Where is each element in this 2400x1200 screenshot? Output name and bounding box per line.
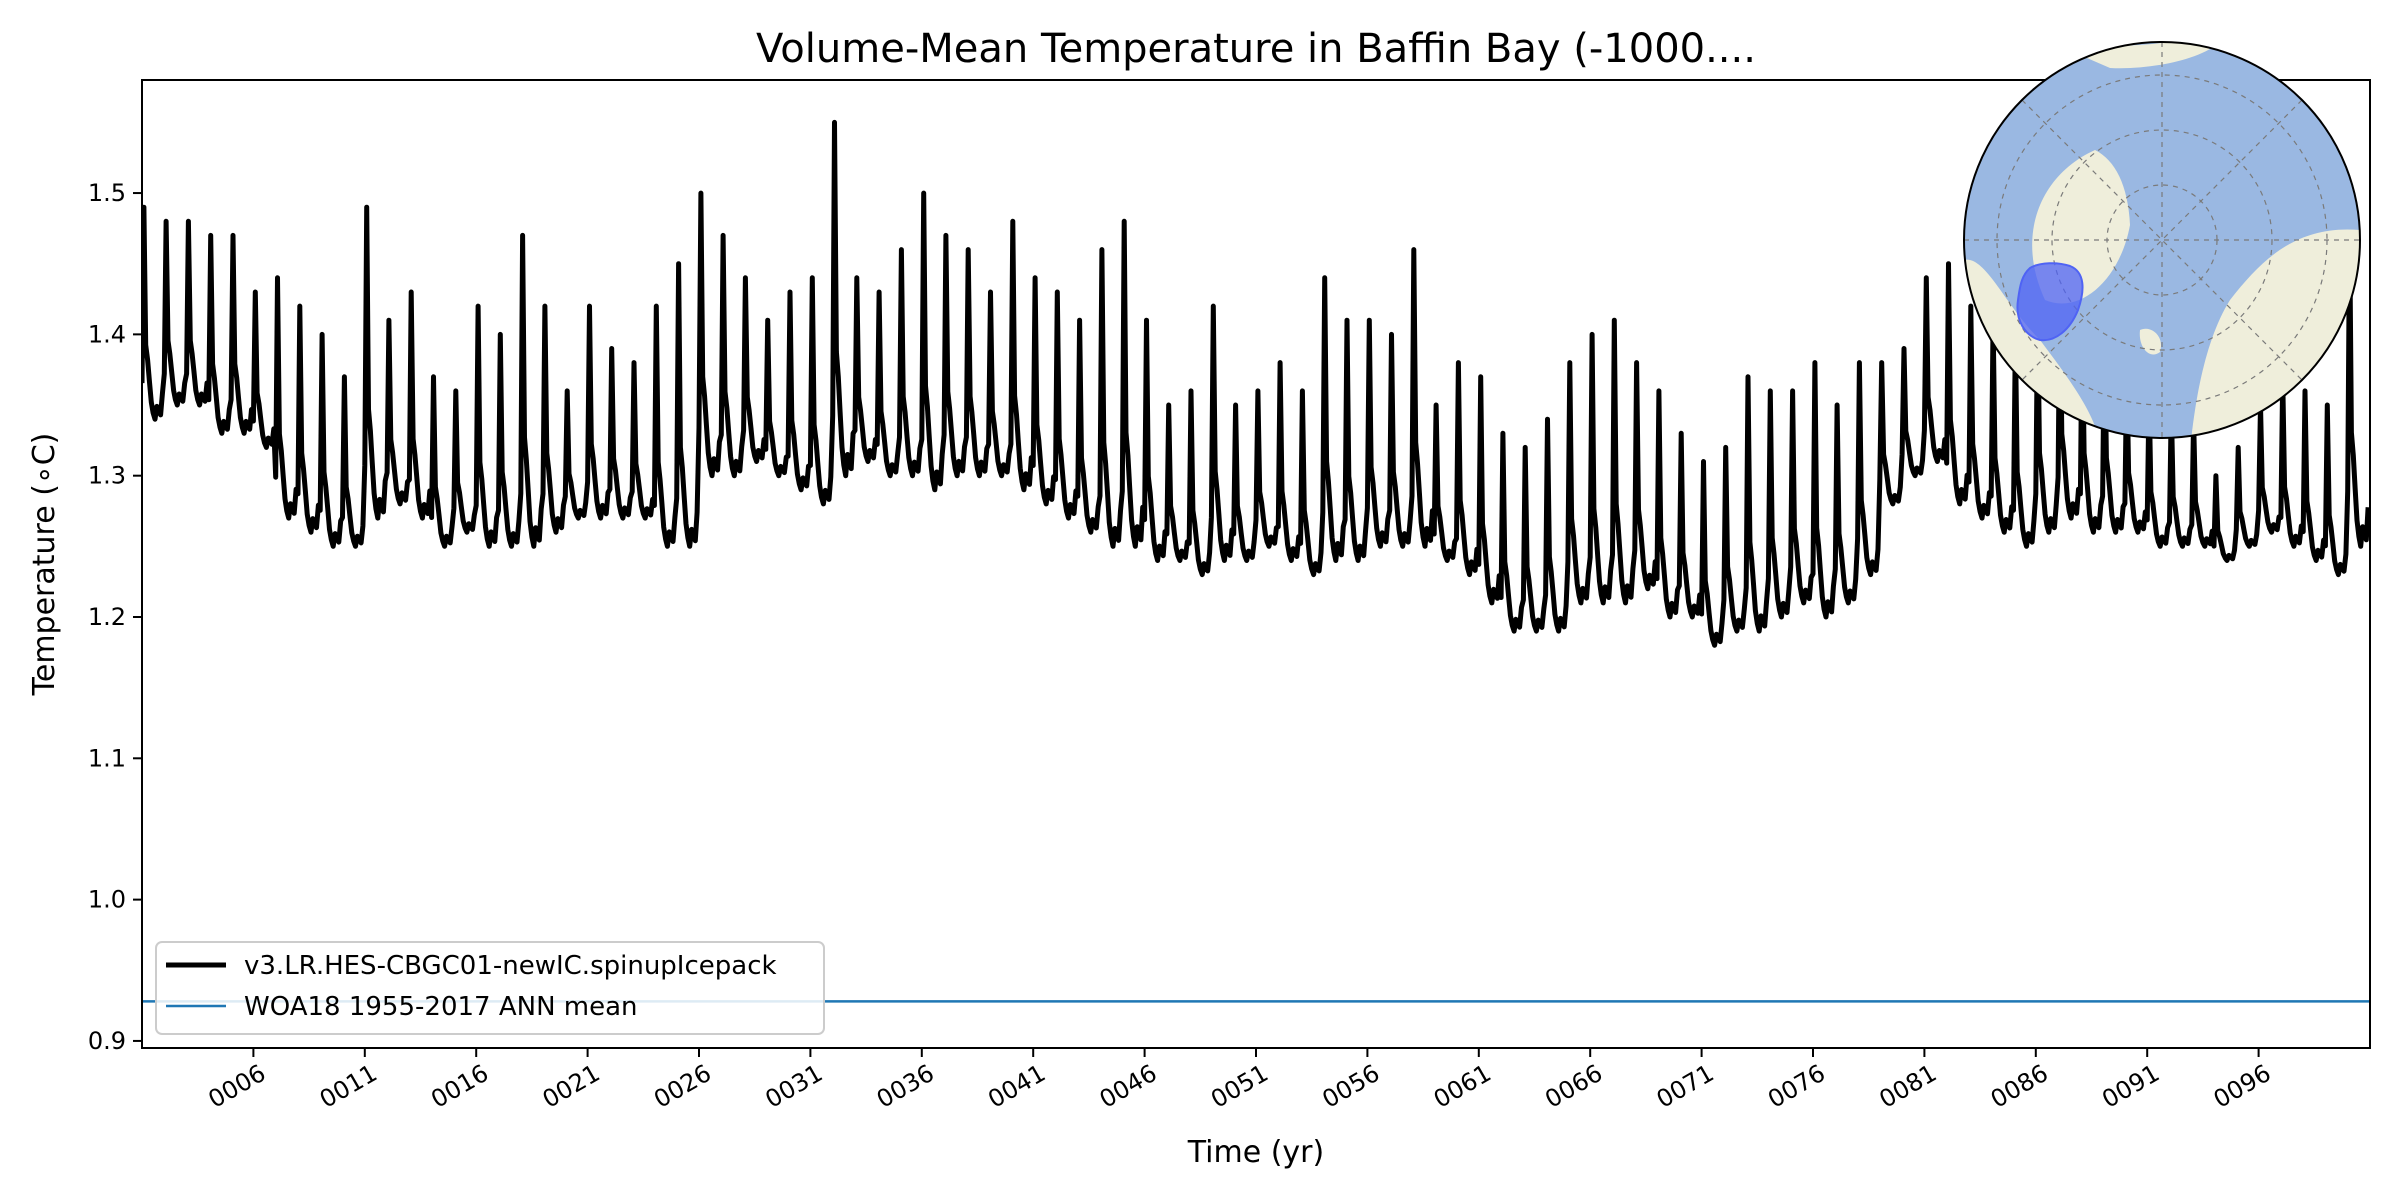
y-tick-label: 0.9 xyxy=(88,1027,126,1055)
inset-graticule xyxy=(1964,42,2360,438)
y-tick-label: 1.5 xyxy=(88,179,126,207)
legend-box xyxy=(155,941,825,1035)
main-series-group xyxy=(142,119,2370,648)
y-axis-label: Temperature (∘C) xyxy=(27,433,62,697)
y-tick-label: 1.0 xyxy=(88,886,126,914)
x-tick-label: 0056 xyxy=(1318,1059,1385,1114)
x-tick-label: 0091 xyxy=(2097,1059,2164,1114)
legend: v3.LR.HES-CBGC01-newIC.spinupIcepack WOA… xyxy=(155,941,825,1035)
x-tick-label: 0021 xyxy=(538,1059,605,1114)
x-tick-label: 0041 xyxy=(983,1059,1050,1114)
x-tick-label: 0026 xyxy=(649,1059,716,1114)
legend-label-model: v3.LR.HES-CBGC01-newIC.spinupIcepack xyxy=(244,951,777,981)
x-tick-label: 0036 xyxy=(872,1059,939,1114)
x-tick-label: 0096 xyxy=(2209,1059,2276,1114)
x-tick-label: 0016 xyxy=(426,1059,493,1114)
x-tick-label: 0011 xyxy=(315,1059,382,1114)
x-axis: 0006 0011 0016 0021 0026 0031 0036 0041 0046 0051… xyxy=(204,1048,2276,1114)
x-tick-label: 0081 xyxy=(1875,1059,1942,1114)
y-tick-label: 1.2 xyxy=(88,603,126,631)
inset-land-europe-west xyxy=(2139,328,2161,355)
x-tick-label: 0051 xyxy=(1206,1059,1273,1114)
x-tick-label: 0086 xyxy=(1986,1059,2053,1114)
x-tick-label: 0031 xyxy=(761,1059,828,1114)
chart-title: Volume-Mean Temperature in Baffin Bay (-… xyxy=(756,26,1756,72)
y-tick-label: 1.1 xyxy=(88,744,126,772)
x-tick-label: 0076 xyxy=(1763,1059,1830,1114)
series-line-model xyxy=(142,119,2370,648)
x-tick-label: 0046 xyxy=(1095,1059,1162,1114)
y-tick-label: 1.4 xyxy=(88,320,126,348)
inset-baffin-bay-region xyxy=(2016,262,2084,342)
y-axis: 0.9 1.0 1.1 1.2 1.3 1.4 1.5 xyxy=(88,179,142,1055)
x-tick-label: 0006 xyxy=(204,1059,271,1114)
y-tick-label: 1.3 xyxy=(88,462,126,490)
legend-label-woa18: WOA18 1955-2017 ANN mean xyxy=(244,992,638,1022)
x-axis-label: Time (yr) xyxy=(1187,1135,1324,1170)
x-tick-label: 0061 xyxy=(1429,1059,1496,1114)
x-tick-label: 0071 xyxy=(1652,1059,1719,1114)
inset-border xyxy=(1963,41,2361,439)
inset-map xyxy=(1963,41,2361,439)
x-tick-label: 0066 xyxy=(1540,1059,1607,1114)
